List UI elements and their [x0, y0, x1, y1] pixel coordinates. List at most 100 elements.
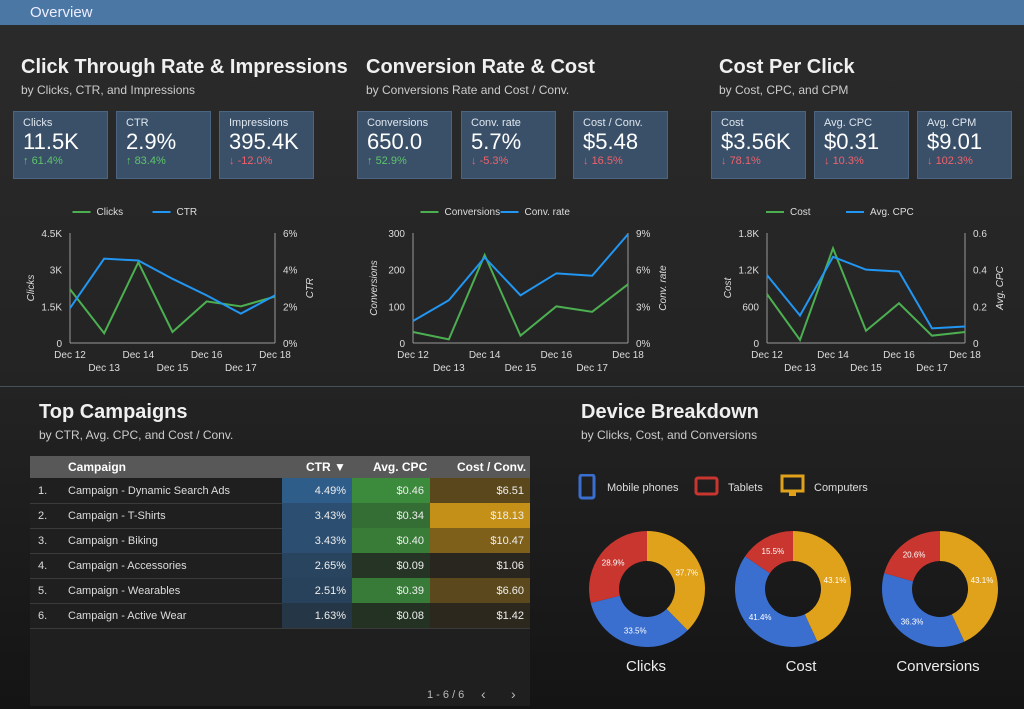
row-number: 1.	[38, 485, 48, 497]
table-row[interactable]: 3. Campaign - Biking 3.43% $0.40 $10.47	[30, 528, 530, 554]
col-header-ctr[interactable]: CTR ▼	[306, 460, 346, 474]
y2-tick-label: 6%	[636, 266, 651, 277]
table-row[interactable]: 2. Campaign - T-Shirts 3.43% $0.34 $18.1…	[30, 503, 530, 529]
section-title: Cost Per Click	[719, 56, 855, 78]
ctr-value: 3.43%	[314, 535, 346, 547]
kpi-change: ↑ 61.4%	[23, 155, 107, 167]
y-tick-label: 4.5K	[41, 229, 62, 240]
y2-tick-label: 0.6	[973, 229, 987, 240]
donut-pct-label: 33.5%	[624, 626, 647, 635]
cost-conv-value: $6.51	[496, 485, 524, 497]
y2-tick-label: 0.4	[973, 266, 987, 277]
y-tick-label: 0	[753, 339, 759, 350]
y-axis-label: Cost	[723, 276, 734, 298]
kpi-value: $3.56K	[721, 129, 791, 154]
kpi-card: CTR 2.9% ↑ 83.4%	[116, 111, 211, 179]
kpi-label: Cost / Conv.	[583, 117, 643, 129]
y2-tick-label: 0%	[283, 339, 298, 350]
cost-conv-value: $18.13	[490, 510, 524, 522]
kpi-value: $0.31	[824, 129, 880, 154]
y-axis-label: Conversions	[369, 260, 380, 316]
line-chart-conversions: 0 100 200 300 0% 3% 6% 9% Dec 12 Dec 13 Dec 14 Dec …	[369, 207, 669, 374]
table-row[interactable]: 6. Campaign - Active Wear 1.63% $0.08 $1…	[30, 603, 530, 629]
ctr-value: 2.51%	[314, 585, 346, 597]
row-number: 4.	[38, 560, 48, 572]
series-line-cost	[766, 245, 966, 343]
arrow-down-icon: ↓	[927, 155, 933, 167]
x-tick-label: Dec 12	[54, 350, 86, 361]
y-tick-label: 0	[399, 339, 405, 350]
donut-pct-label: 43.1%	[824, 576, 847, 585]
prev-page-icon[interactable]: ‹	[481, 686, 486, 702]
col-header-cost-conv[interactable]: Cost / Conv.	[457, 460, 527, 474]
kpi-change: ↓ 102.3%	[927, 155, 1011, 167]
next-page-icon[interactable]: ›	[511, 686, 516, 702]
kpi-change: ↓ -12.0%	[229, 155, 313, 167]
kpi-value: $5.48	[583, 129, 639, 154]
cost-conv-value: $1.06	[496, 560, 524, 572]
kpi-label: Conv. rate	[471, 117, 521, 129]
cost-conv-cell: $10.47	[430, 528, 530, 553]
avg-cpc-cell: $0.34	[352, 503, 430, 528]
donut-chart-conversions: 43.1% 36.3% 20.6%	[882, 531, 998, 647]
table-row[interactable]: 4. Campaign - Accessories 2.65% $0.09 $1…	[30, 553, 530, 579]
kpi-change-value: 102.3%	[935, 155, 973, 167]
kpi-value: 5.7%	[471, 129, 522, 154]
section-subtitle: by Cost, CPC, and CPM	[719, 83, 849, 97]
x-tick-label: Dec 16	[540, 350, 572, 361]
x-tick-label: Dec 18	[949, 350, 981, 361]
kpi-change: ↓ 10.3%	[824, 155, 908, 167]
legend-label: Avg. CPC	[870, 207, 914, 218]
x-tick-label: Dec 14	[469, 350, 501, 361]
legend-label: Cost	[790, 207, 811, 218]
cost-conv-cell: $1.06	[430, 553, 530, 578]
series-line-avg-cpc	[766, 255, 966, 330]
section-title: Conversion Rate & Cost	[366, 56, 595, 78]
avg-cpc-cell: $0.09	[352, 553, 430, 578]
devices-subtitle: by Clicks, Cost, and Conversions	[581, 428, 758, 442]
kpi-label: Conversions	[367, 117, 429, 129]
cost-conv-cell: $18.13	[430, 503, 530, 528]
legend-label: CTR	[177, 207, 198, 218]
donut-slice-mobile-phones	[735, 556, 818, 647]
campaign-name: Campaign - Dynamic Search Ads	[68, 485, 231, 497]
ctr-cell: 4.49%	[282, 478, 352, 503]
series-line-conv-rate	[412, 233, 629, 322]
x-tick-label: Dec 17	[916, 363, 948, 374]
col-header-campaign[interactable]: Campaign	[68, 460, 127, 474]
table-row[interactable]: 1. Campaign - Dynamic Search Ads 4.49% $…	[30, 478, 530, 504]
donut-pct-label: 36.3%	[901, 618, 924, 627]
x-tick-label: Dec 17	[225, 363, 257, 374]
kpi-change: ↑ 52.9%	[367, 155, 451, 167]
kpi-change-value: 78.1%	[729, 155, 761, 167]
kpi-change: ↓ 16.5%	[583, 155, 667, 167]
kpi-label: Impressions	[229, 117, 289, 129]
kpi-change-value: 16.5%	[591, 155, 623, 167]
x-tick-label: Dec 12	[751, 350, 783, 361]
legend-tablets: Tablets	[728, 482, 763, 494]
kpi-card: Clicks 11.5K ↑ 61.4%	[13, 111, 108, 179]
arrow-down-icon: ↓	[471, 155, 477, 167]
y2-axis-label: CTR	[305, 278, 316, 299]
kpi-card: Conversions 650.0 ↑ 52.9%	[357, 111, 452, 179]
y-tick-label: 1.2K	[738, 266, 759, 277]
campaign-name: Campaign - Accessories	[68, 560, 187, 572]
y2-tick-label: 6%	[283, 229, 298, 240]
arrow-up-icon: ↑	[126, 155, 132, 167]
cost-conv-cell: $6.60	[430, 578, 530, 603]
y2-axis-label: Conv. rate	[658, 265, 669, 311]
kpi-card: Cost $3.56K ↓ 78.1%	[711, 111, 806, 179]
donut-slice-computers	[647, 531, 705, 631]
col-header-avg-cpc[interactable]: Avg. CPC	[373, 460, 428, 474]
kpi-value: $9.01	[927, 129, 983, 154]
cost-conv-value: $10.47	[490, 535, 524, 547]
donut-pct-label: 15.5%	[762, 547, 785, 556]
ctr-cell: 3.43%	[282, 528, 352, 553]
ctr-cell: 2.51%	[282, 578, 352, 603]
table-row[interactable]: 5. Campaign - Wearables 2.51% $0.39 $6.6…	[30, 578, 530, 604]
kpi-label: CTR	[126, 117, 149, 129]
row-number: 2.	[38, 510, 48, 522]
devices-title: Device Breakdown	[581, 401, 759, 423]
row-number: 3.	[38, 535, 48, 547]
